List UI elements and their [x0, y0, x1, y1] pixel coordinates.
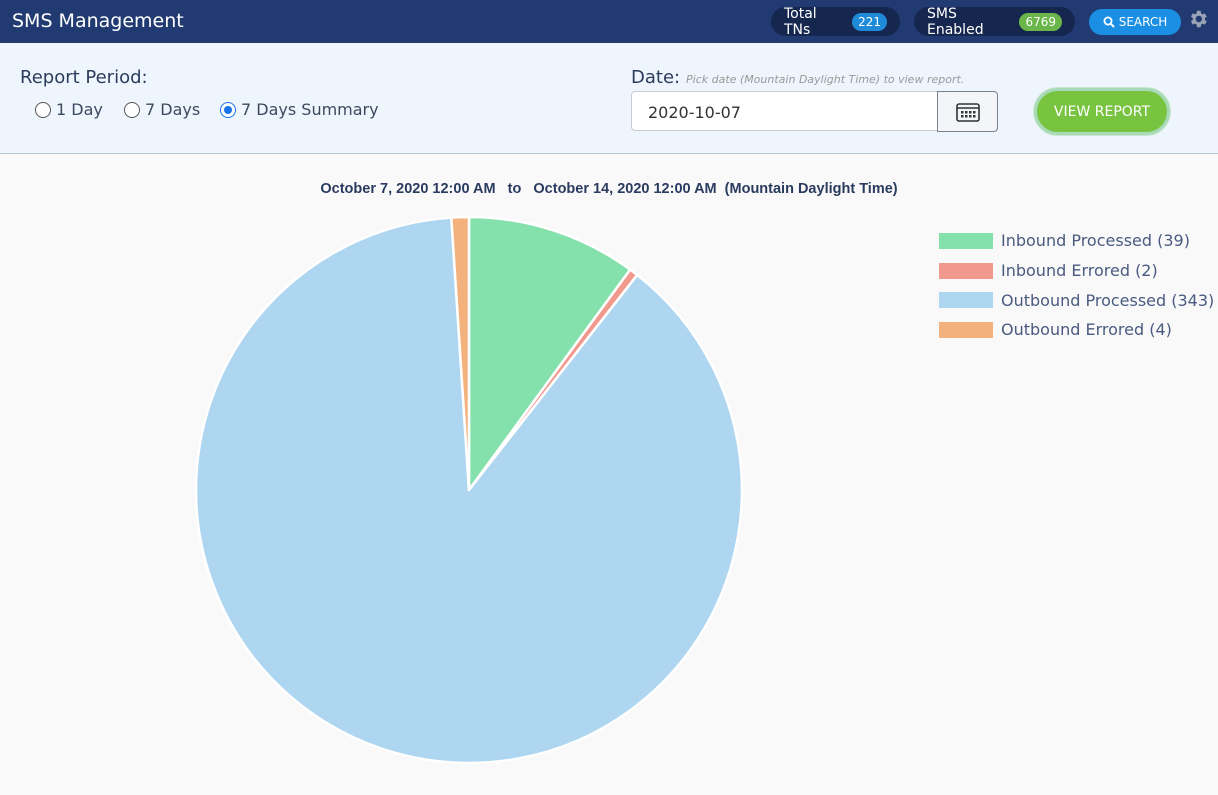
search-button[interactable]: SEARCH [1089, 9, 1181, 35]
date-label: Date: [631, 67, 681, 88]
total-tns-label: Total TNs [784, 5, 817, 38]
app-title: SMS Management [12, 10, 184, 32]
total-tns-badge[interactable]: Total TNs 221 [771, 5, 900, 38]
legend-label: Outbound Errored (4) [1001, 320, 1172, 340]
legend-swatch [939, 321, 993, 338]
legend-item-2[interactable]: Outbound Processed (343) [939, 285, 1214, 315]
chart-legend: Inbound Processed (39) Inbound Errored (2… [939, 226, 1214, 345]
sms-enabled-badge[interactable]: SMS Enabled 6769 [914, 5, 1075, 38]
legend-label: Inbound Processed (39) [1001, 231, 1190, 251]
radio-7-days-summary-circle[interactable] [220, 101, 236, 118]
pie-slice-0[interactable] [467, 215, 632, 492]
legend-swatch [939, 292, 993, 309]
radio-7-days-summary-label: 7 Days Summary [241, 100, 379, 119]
sms-enabled-label: SMS Enabled [927, 5, 984, 38]
search-icon [1103, 16, 1115, 28]
pie-slice-3[interactable] [450, 215, 471, 492]
report-controls: Report Period: 1 Day 7 Days 7 Days Summa… [0, 43, 1218, 154]
sms-enabled-count: 6769 [1019, 12, 1062, 31]
legend-item-0[interactable]: Inbound Processed (39) [939, 226, 1214, 256]
calendar-button[interactable] [937, 91, 998, 132]
legend-swatch [939, 232, 993, 249]
date-input[interactable]: 2020-10-07 [631, 91, 939, 131]
radio-7-days-summary[interactable]: 7 Days Summary [220, 100, 379, 119]
calendar-icon [955, 102, 980, 122]
pie-slice-1[interactable] [467, 268, 639, 492]
search-button-label: SEARCH [1118, 15, 1168, 29]
radio-1-day-label: 1 Day [56, 100, 103, 119]
legend-swatch [939, 262, 993, 279]
report-period-label: Report Period: [20, 67, 148, 88]
legend-label: Inbound Errored (2) [1001, 261, 1158, 281]
legend-label: Outbound Processed (343) [1001, 290, 1215, 310]
legend-item-3[interactable]: Outbound Errored (4) [939, 315, 1214, 345]
radio-7-days-circle[interactable] [124, 101, 140, 118]
top-header: SMS Management Total TNs 221 SMS Enabled… [0, 0, 1218, 43]
chart-title: October 7, 2020 12:00 AM to October 14, … [320, 181, 898, 197]
radio-1-day[interactable]: 1 Day [35, 100, 103, 119]
radio-1-day-circle[interactable] [35, 101, 51, 118]
view-report-button[interactable]: VIEW REPORT [1034, 88, 1170, 135]
legend-item-1[interactable]: Inbound Errored (2) [939, 256, 1214, 286]
radio-7-days[interactable]: 7 Days [124, 100, 200, 119]
gear-icon[interactable] [1187, 8, 1209, 30]
radio-7-days-label: 7 Days [145, 100, 201, 119]
total-tns-count: 221 [852, 12, 887, 31]
date-hint: Pick date (Mountain Daylight Time) to vi… [686, 73, 965, 86]
pie-slice-2[interactable] [194, 216, 744, 765]
